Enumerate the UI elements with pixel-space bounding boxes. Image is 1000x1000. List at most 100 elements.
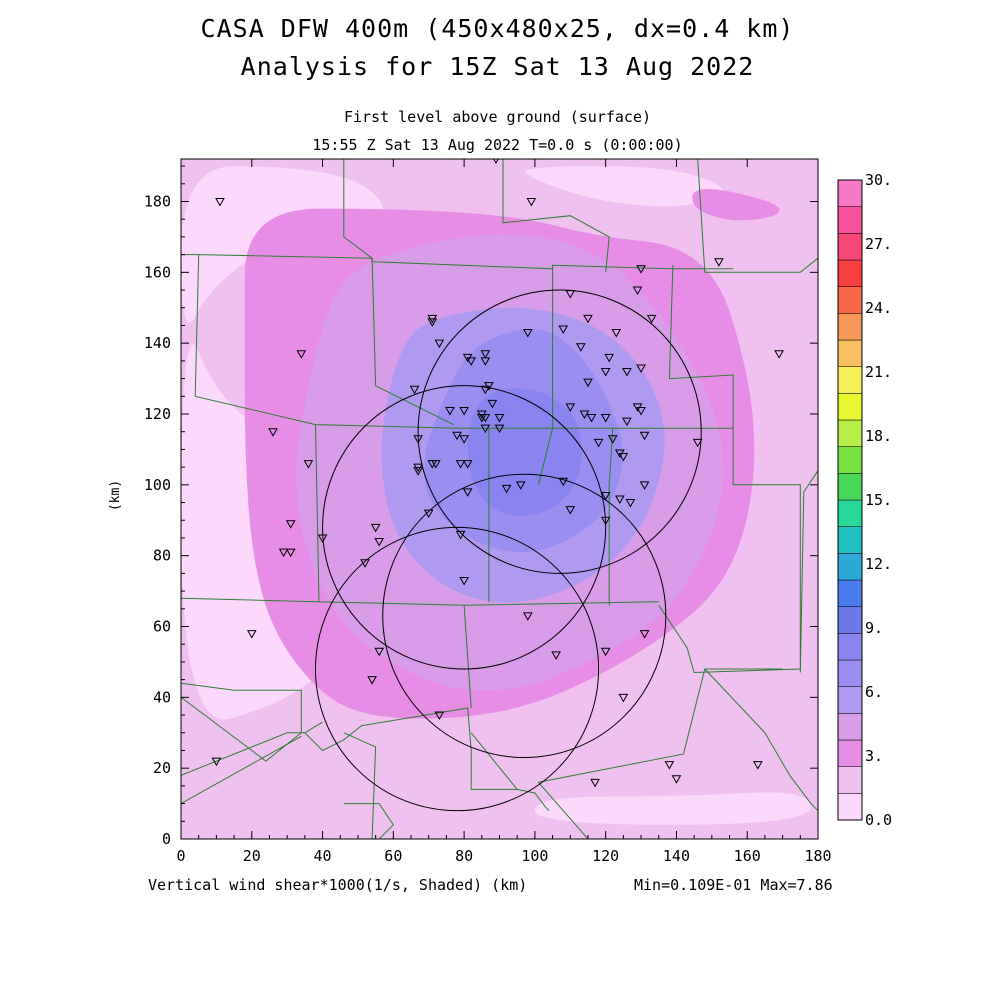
station-marker	[455, 460, 466, 469]
x-tick-label: 60	[384, 847, 402, 865]
shading-layer	[181, 166, 811, 825]
station-marker	[409, 385, 420, 395]
station-marker	[526, 198, 537, 207]
county-line	[502, 159, 610, 273]
colorbar-swatch	[837, 473, 863, 501]
station-marker	[487, 399, 498, 409]
colorbar-swatch	[837, 793, 863, 821]
county-line	[697, 159, 818, 273]
county-line	[463, 605, 472, 709]
colorbar-swatch	[837, 499, 863, 527]
x-tick-label: 0	[176, 847, 185, 865]
shade-patch-low-2	[525, 166, 725, 207]
y-tick-label: 180	[144, 193, 171, 211]
radar-range-ring-1	[322, 385, 607, 670]
station-marker	[434, 711, 445, 721]
colorbar-swatch	[837, 553, 863, 581]
y-tick-label: 20	[153, 759, 171, 777]
y-axis-label: (km)	[108, 479, 124, 512]
county-line	[538, 668, 783, 783]
station-marker	[604, 353, 615, 363]
station-marker	[576, 343, 586, 352]
county-line	[343, 803, 394, 839]
colorbar-swatch	[837, 606, 863, 634]
station-marker	[370, 523, 381, 533]
station-marker	[317, 534, 328, 543]
station-marker	[367, 676, 377, 685]
colorbar-swatch	[837, 713, 863, 741]
county-line	[470, 732, 518, 790]
radar-range-ring-0	[314, 526, 600, 812]
station-marker	[714, 258, 724, 267]
colorbar-label: 24.	[865, 299, 892, 317]
station-marker	[611, 329, 622, 338]
x-axis-label: Vertical wind shear*1000(1/s, Shaded) (k…	[148, 876, 528, 894]
colorbar-label: 30.	[865, 171, 892, 189]
min-max-readout: Min=0.109E-01 Max=7.86	[634, 876, 833, 894]
county-line	[181, 254, 734, 270]
colorbar-swatch	[837, 766, 863, 794]
station-marker	[374, 647, 385, 657]
station-marker	[583, 314, 593, 324]
county-line	[181, 735, 302, 805]
station-marker	[583, 378, 593, 388]
station-marker	[480, 357, 491, 366]
station-marker	[622, 417, 632, 427]
colorbar-swatch	[837, 339, 863, 367]
county-line	[343, 159, 373, 259]
colorbar-swatch	[837, 659, 863, 687]
station-marker	[565, 403, 576, 412]
county-line	[181, 597, 659, 606]
colorbar: 0.0 3. 6. 9. 12. 15. 18. 21. 24. 27. 30.	[837, 171, 892, 829]
county-line	[608, 428, 614, 606]
station-marker	[565, 290, 576, 299]
colorbar-label: 6.	[865, 683, 883, 701]
colorbar-label: 18.	[865, 427, 892, 445]
station-marker	[692, 438, 703, 448]
colorbar-label: 27.	[865, 235, 892, 253]
station-marker	[494, 414, 505, 423]
x-tick-label: 100	[521, 847, 548, 865]
station-marker	[215, 198, 225, 207]
station-marker	[522, 612, 533, 621]
county-line	[799, 470, 818, 673]
stations-layer	[211, 159, 784, 788]
station-marker	[558, 477, 569, 487]
station-marker	[462, 460, 473, 469]
station-marker	[522, 329, 533, 338]
x-tick-label: 80	[455, 847, 473, 865]
station-marker	[632, 286, 643, 296]
station-marker	[558, 325, 569, 335]
station-marker	[423, 509, 434, 519]
station-marker	[501, 484, 512, 494]
x-tick-label: 40	[314, 847, 332, 865]
station-marker	[774, 350, 784, 359]
colorbar-label: 21.	[865, 363, 892, 381]
station-marker	[636, 364, 646, 373]
colorbar-label: 0.0	[865, 811, 892, 829]
colorbar-label: 12.	[865, 555, 892, 573]
colorbar-swatch	[837, 313, 863, 341]
colorbar-label: 3.	[865, 747, 883, 765]
county-line	[371, 258, 454, 426]
county-line	[194, 254, 734, 429]
station-marker	[639, 481, 650, 490]
station-marker	[565, 506, 576, 515]
station-marker	[646, 314, 657, 324]
county-boundaries-layer	[181, 159, 818, 839]
station-marker	[515, 481, 526, 490]
county-line	[538, 781, 589, 839]
station-marker	[579, 410, 590, 420]
radar-range-ring-3	[417, 289, 702, 574]
station-marker	[278, 548, 289, 558]
station-marker	[618, 453, 629, 462]
station-marker	[671, 775, 682, 784]
station-marker	[374, 538, 385, 547]
colorbar-swatch	[837, 286, 863, 314]
station-marker	[459, 435, 469, 444]
chart-title-line2: Analysis for 15Z Sat 13 Aug 2022	[240, 52, 755, 81]
station-marker	[622, 368, 632, 377]
station-marker	[664, 761, 675, 770]
colorbar-swatch	[837, 686, 863, 714]
